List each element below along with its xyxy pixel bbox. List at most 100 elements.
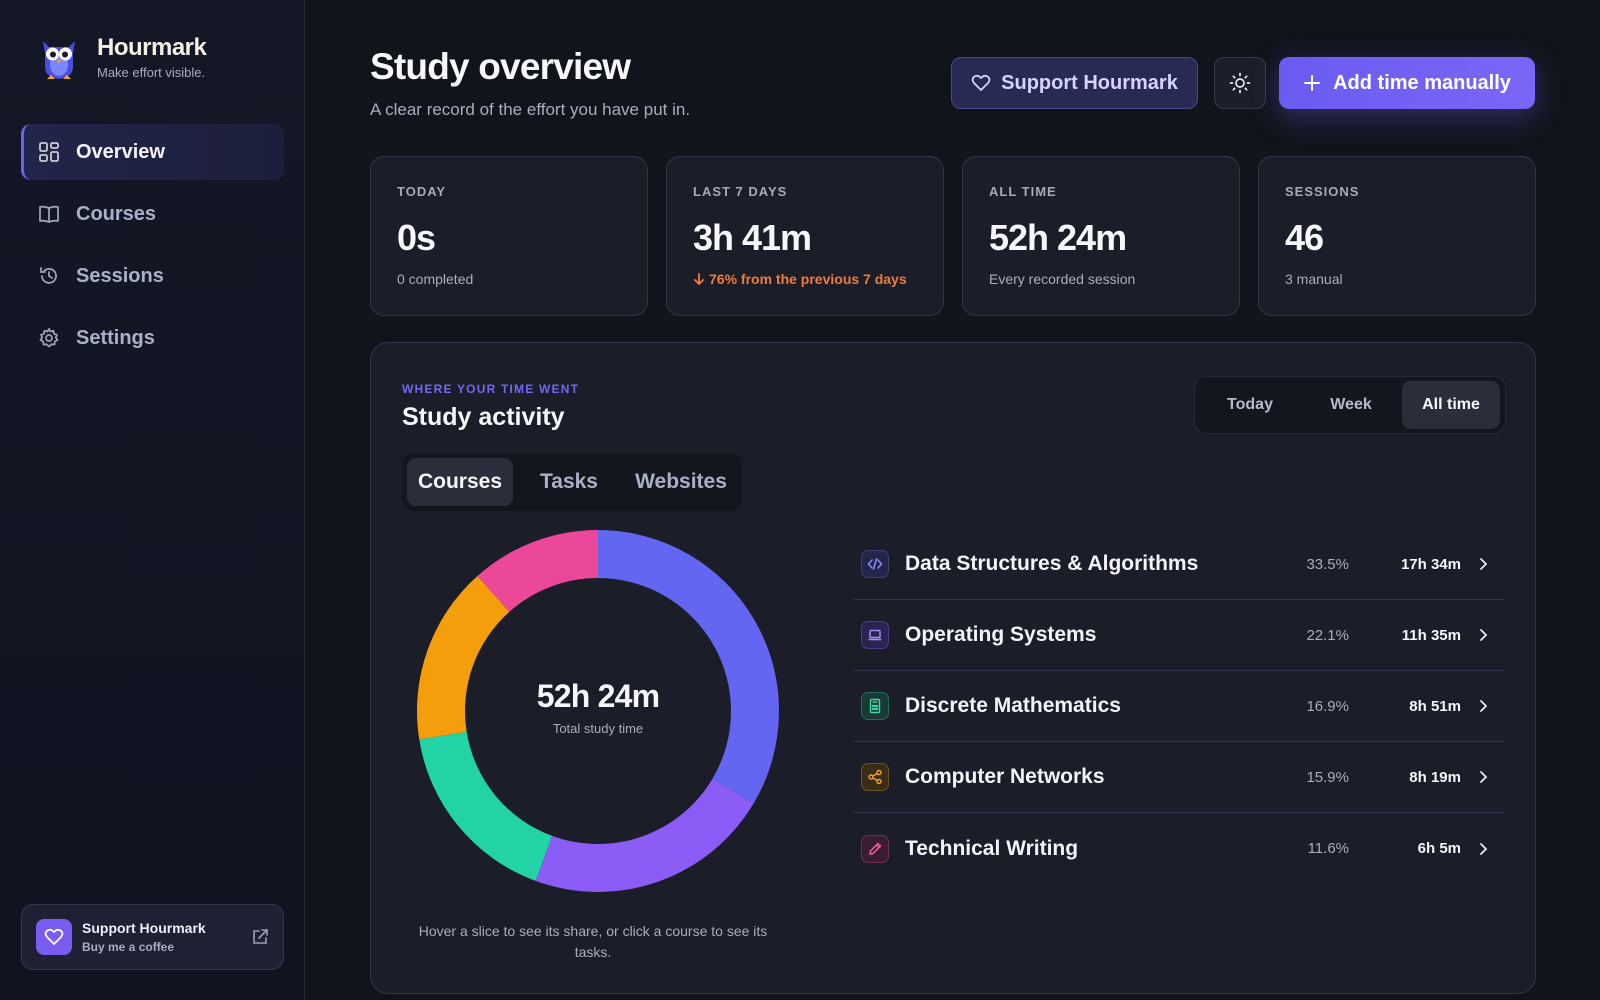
sidebar-item-label: Overview	[76, 140, 165, 163]
stat-label: TODAY	[397, 184, 447, 199]
chevron-right-icon	[1461, 557, 1505, 571]
chart-hint: Hover a slice to see its share, or click…	[418, 923, 768, 960]
add-time-button[interactable]: Add time manually	[1279, 57, 1535, 109]
course-name: Discrete Mathematics	[905, 694, 1121, 717]
laptop-icon	[861, 621, 889, 649]
gear-icon	[38, 327, 60, 349]
study-activity-panel: WHERE YOUR TIME WENT Study activity Toda…	[370, 342, 1536, 994]
add-time-label: Add time manually	[1333, 71, 1511, 94]
stat-card-sessions: SESSIONS 46 3 manual	[1258, 156, 1536, 316]
code-icon	[861, 550, 889, 578]
sidebar-item-label: Sessions	[76, 264, 164, 287]
course-row[interactable]: Operating Systems 22.1% 11h 35m	[853, 600, 1505, 671]
panel-title: Study activity	[402, 403, 565, 431]
donut-slice-discrete-mathematics[interactable]	[419, 731, 553, 881]
history-icon	[38, 265, 60, 287]
share-icon	[861, 763, 889, 791]
stat-value: 52h 24m	[989, 217, 1127, 258]
stat-card-today: TODAY 0s 0 completed	[370, 156, 648, 316]
donut-slice-data-structures-algorithms[interactable]	[598, 530, 779, 804]
chevron-right-icon	[1461, 699, 1505, 713]
stats-row: TODAY 0s 0 completed LAST 7 DAYS 3h 41m …	[370, 156, 1536, 316]
course-percent: 11.6%	[1307, 840, 1349, 857]
page-title: Study overview	[370, 46, 631, 87]
arrow-down-icon	[694, 273, 704, 285]
tab-tasks[interactable]: Tasks	[540, 470, 598, 493]
course-name: Operating Systems	[905, 623, 1097, 646]
sidebar-item-label: Settings	[76, 326, 155, 349]
donut-svg	[417, 530, 779, 892]
book-icon	[38, 203, 60, 225]
donut-slice-computer-networks[interactable]	[417, 575, 510, 740]
owl-logo-icon	[43, 41, 75, 79]
sidebar-item-settings[interactable]: Settings	[21, 310, 284, 366]
course-row[interactable]: Data Structures & Algorithms 33.5% 17h 3…	[853, 529, 1505, 600]
stat-label: SESSIONS	[1285, 184, 1360, 199]
donut-slice-technical-writing[interactable]	[477, 530, 598, 612]
donut-caption: Total study time	[552, 721, 644, 736]
sidebar-support-card[interactable]: Support Hourmark Buy me a coffee	[21, 904, 284, 970]
stat-note: 76% from the previous 7 days	[709, 271, 907, 287]
chevron-right-icon	[1461, 628, 1505, 642]
panel-eyebrow: WHERE YOUR TIME WENT	[402, 382, 580, 396]
donut-center: 52h 24m Total study time	[417, 678, 779, 736]
course-name: Computer Networks	[905, 765, 1105, 788]
course-name: Technical Writing	[905, 836, 1079, 860]
stat-card-last-7-days: LAST 7 DAYS 3h 41m 76% from the previous…	[666, 156, 944, 316]
sidebar-item-courses[interactable]: Courses	[21, 186, 284, 242]
tab-websites[interactable]: Websites	[635, 470, 727, 493]
course-percent: 16.9%	[1306, 697, 1349, 715]
pencil-icon	[861, 834, 889, 863]
theme-toggle-button[interactable]	[1214, 57, 1266, 109]
donut-slice-operating-systems[interactable]	[535, 778, 754, 892]
course-name: Data Structures & Algorithms	[905, 552, 1199, 575]
stat-value: 3h 41m	[693, 217, 812, 258]
course-time: 8h 19m	[1409, 768, 1461, 786]
sun-icon	[1229, 72, 1251, 94]
donut-chart: 52h 24m Total study time	[417, 530, 779, 892]
course-time: 11h 35m	[1401, 626, 1461, 644]
course-time: 8h 51m	[1409, 697, 1461, 715]
heart-icon	[36, 919, 72, 955]
stat-note: 3 manual	[1285, 271, 1343, 287]
range-all-time[interactable]: All time	[1402, 381, 1500, 429]
sidebar-item-label: Courses	[76, 202, 157, 225]
brand-tagline: Make effort visible.	[97, 65, 206, 80]
donut-total: 52h 24m	[536, 678, 660, 714]
page-subtitle: A clear record of the effort you have pu…	[370, 100, 691, 119]
main-content: Study overview A clear record of the eff…	[305, 0, 1600, 1000]
stat-note: 0 completed	[397, 271, 474, 287]
brand[interactable]: Hourmark Make effort visible.	[37, 33, 207, 81]
course-list: Data Structures & Algorithms 33.5% 17h 3…	[853, 529, 1505, 884]
sidebar-item-overview[interactable]: Overview	[21, 124, 284, 180]
range-week[interactable]: Week	[1330, 396, 1372, 413]
chevron-right-icon	[1461, 770, 1505, 784]
stat-trend: 76% from the previous 7 days	[693, 271, 917, 287]
support-card-title: Support Hourmark	[82, 920, 206, 936]
stat-value: 46	[1285, 217, 1324, 258]
support-button-label: Support Hourmark	[1001, 71, 1178, 94]
course-percent: 15.9%	[1306, 768, 1349, 786]
range-today[interactable]: Today	[1227, 396, 1273, 413]
course-row[interactable]: Computer Networks 15.9% 8h 19m	[853, 742, 1505, 813]
heart-icon	[971, 74, 991, 91]
stat-card-all-time: ALL TIME 52h 24m Every recorded session	[962, 156, 1240, 316]
sidebar-nav: Overview Courses Sessions	[21, 124, 284, 372]
grid-icon	[38, 141, 60, 163]
course-row[interactable]: Discrete Mathematics 16.9% 8h 51m	[853, 671, 1505, 742]
sidebar-item-sessions[interactable]: Sessions	[21, 248, 284, 304]
tab-courses[interactable]: Courses	[407, 458, 513, 506]
breakdown-tabs: Courses Tasks Websites	[402, 453, 742, 511]
course-percent: 22.1%	[1306, 626, 1349, 644]
plus-icon	[1304, 75, 1321, 91]
course-time: 6h 5m	[1417, 840, 1461, 857]
stat-label: LAST 7 DAYS	[693, 184, 788, 199]
stat-value: 0s	[397, 217, 436, 258]
support-card-subtitle: Buy me a coffee	[82, 940, 175, 954]
course-percent: 33.5%	[1306, 555, 1349, 573]
external-link-icon	[253, 929, 268, 944]
support-button[interactable]: Support Hourmark	[951, 57, 1198, 109]
chevron-right-icon	[1461, 842, 1505, 856]
course-row[interactable]: Technical Writing 11.6% 6h 5m	[853, 813, 1505, 884]
